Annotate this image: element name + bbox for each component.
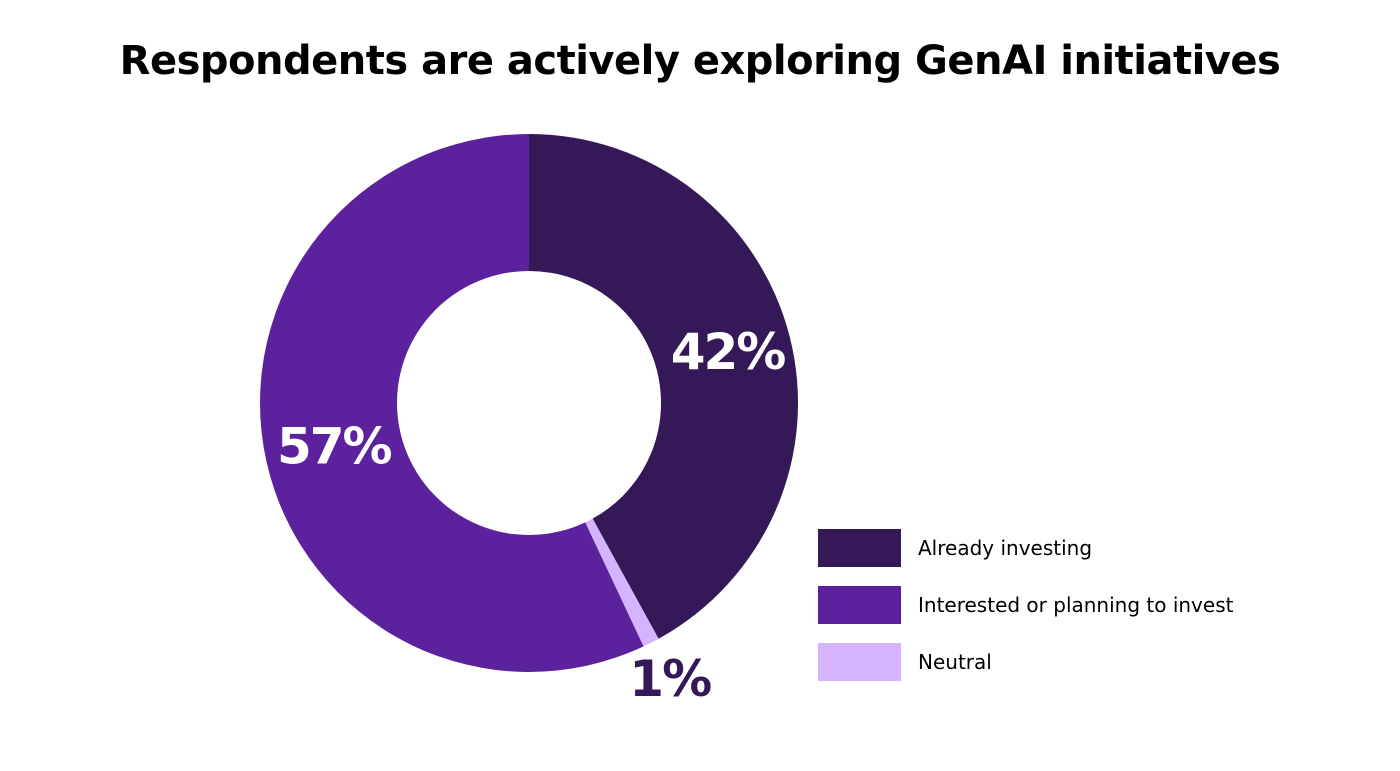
value-label-neutral: 1% xyxy=(629,650,711,708)
legend-label: Already investing xyxy=(918,536,1093,560)
legend-item-interested: Interested or planning to invest xyxy=(818,586,1233,624)
legend-label: Neutral xyxy=(918,650,992,674)
value-label-interested-or-planning-to-invest: 57% xyxy=(277,418,392,476)
legend: Already investing Interested or planning… xyxy=(818,529,1233,700)
value-label-already-investing: 42% xyxy=(671,323,786,381)
slice-neutral xyxy=(585,518,659,647)
legend-item-already-investing: Already investing xyxy=(818,529,1233,567)
chart-title: Respondents are actively exploring GenAI… xyxy=(119,38,1281,84)
slice-interested-or-planning-to-invest xyxy=(260,134,644,672)
legend-swatch xyxy=(818,643,901,681)
legend-item-neutral: Neutral xyxy=(818,643,1233,681)
slice-already-investing xyxy=(529,134,798,639)
legend-swatch xyxy=(818,586,901,624)
legend-swatch xyxy=(818,529,901,567)
legend-label: Interested or planning to invest xyxy=(918,593,1234,617)
